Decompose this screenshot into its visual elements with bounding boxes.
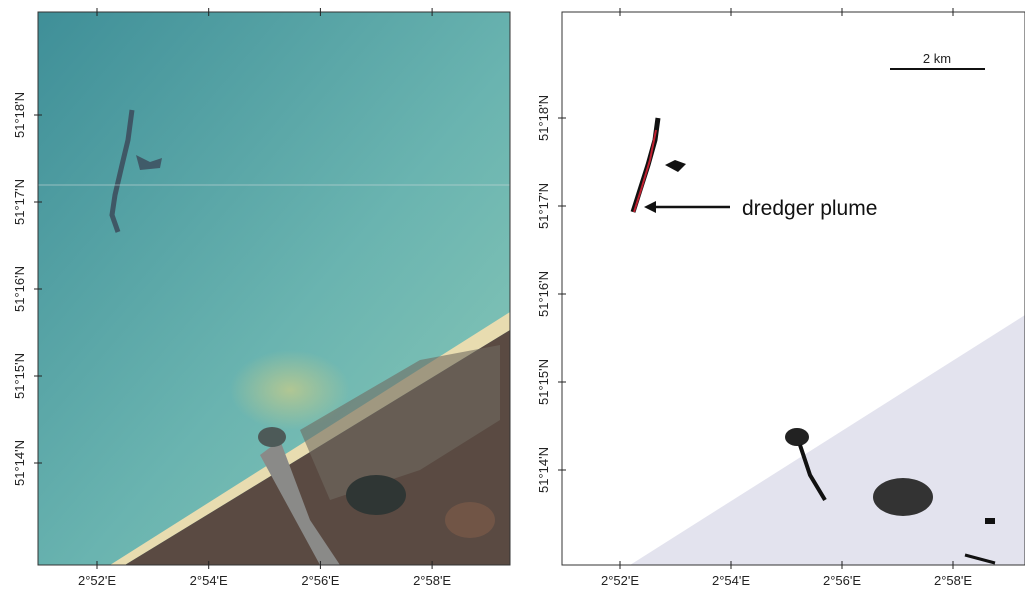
y-label: 51°16'N xyxy=(12,266,27,312)
annotation: dredger plume xyxy=(742,197,877,220)
y-label: 51°17'N xyxy=(536,183,551,229)
y-label: 51°15'N xyxy=(536,359,551,405)
x-label: 2°58'E xyxy=(413,573,451,588)
x-label: 2°56'E xyxy=(301,573,339,588)
y-label: 51°16'N xyxy=(536,271,551,317)
satellite-image xyxy=(38,12,510,565)
y-label: 51°18'N xyxy=(12,92,27,138)
classified-image xyxy=(562,12,1025,565)
x-label: 2°54'E xyxy=(190,573,228,588)
y-label: 51°15'N xyxy=(12,353,27,399)
figure: dredger plume 2 km 2°52'E 2°54'E 2°56'E 2°5… xyxy=(0,0,1025,589)
x-label: 2°56'E xyxy=(823,573,861,588)
x-label: 2°52'E xyxy=(601,573,639,588)
y-label: 51°17'N xyxy=(12,179,27,225)
y-label: 51°14'N xyxy=(12,440,27,486)
x-label: 2°54'E xyxy=(712,573,750,588)
y-label: 51°18'N xyxy=(536,95,551,141)
scale-bar-label: 2 km xyxy=(923,51,951,66)
y-label: 51°14'N xyxy=(536,447,551,493)
x-label: 2°58'E xyxy=(934,573,972,588)
x-label: 2°52'E xyxy=(78,573,116,588)
